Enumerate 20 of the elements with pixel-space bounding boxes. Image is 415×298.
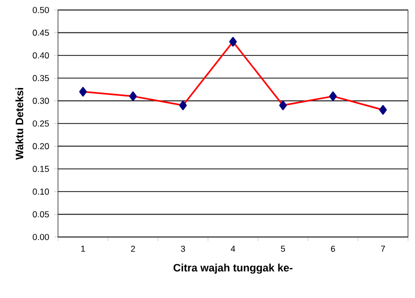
x-tick-label: 7 [381,246,385,252]
x-tick-label: 2 [131,246,135,252]
y-tick-label: 0.50 [32,6,49,14]
y-tick-label: 0.30 [32,98,49,104]
y-tick-label: 0.05 [32,211,49,218]
x-tick-label: 3 [180,246,186,252]
y-tick-label: 0.35 [32,75,49,82]
x-tick-label: 5 [280,246,286,252]
y-tick-label: 0.20 [32,143,49,150]
y-tick-label: 0.40 [32,52,49,58]
x-tick-label: 1 [81,246,85,252]
y-tick-label: 0.00 [32,234,49,240]
y-tick-label: 0.15 [32,166,49,172]
y-tick-label: 0.25 [32,120,49,127]
x-axis-title: Citra wajah tunggak ke- [174,264,292,274]
y-axis-title: Waktu Deteksi [15,88,24,160]
y-tick-label: 0.45 [32,30,49,36]
y-tick-label: 0.10 [32,188,49,195]
x-tick-label: 6 [331,246,336,252]
x-tick-label: 4 [230,246,236,252]
